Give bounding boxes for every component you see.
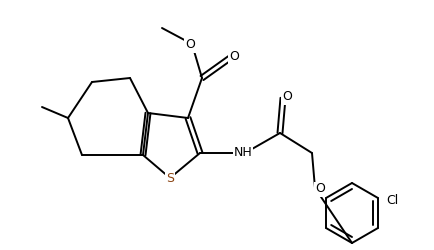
Text: Cl: Cl bbox=[385, 194, 397, 206]
Text: O: O bbox=[229, 50, 238, 64]
Text: O: O bbox=[184, 38, 194, 52]
Text: O: O bbox=[314, 182, 324, 196]
Text: NH: NH bbox=[233, 146, 252, 160]
Text: S: S bbox=[166, 172, 174, 184]
Text: O: O bbox=[281, 90, 291, 104]
